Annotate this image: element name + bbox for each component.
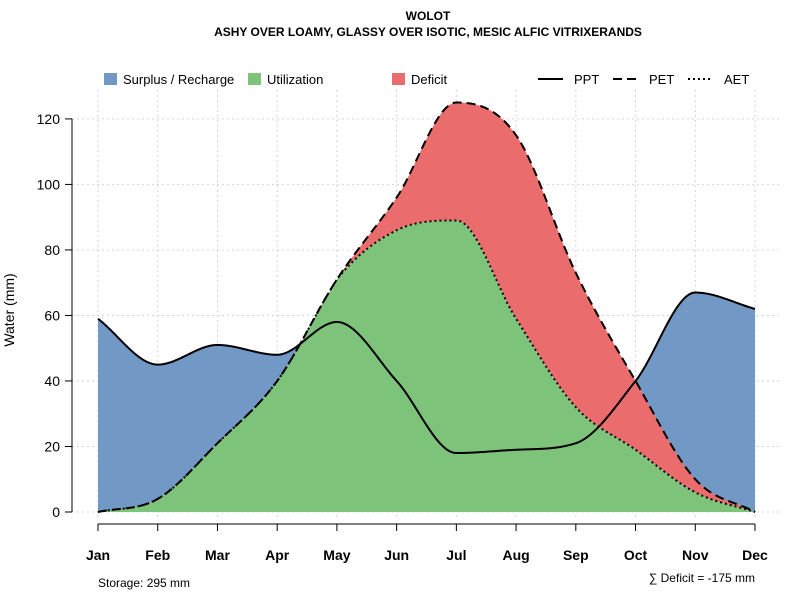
series-lines	[97, 101, 756, 513]
ppt-line	[97, 291, 756, 455]
y-axis-label: Water (mm)	[1, 273, 17, 346]
chart-subtitle: ASHY OVER LOAMY, GLASSY OVER ISOTIC, MES…	[214, 25, 642, 39]
legend-item: Deficit	[392, 72, 448, 87]
x-tick-label: Mar	[205, 547, 230, 563]
legend-swatch	[248, 73, 261, 85]
legend-label: PET	[649, 72, 674, 87]
area-fills	[98, 102, 755, 513]
y-tick-label: 60	[44, 307, 60, 323]
axes: 0 20 40 60 80 100 120 Jan Feb Mar Apr May Jun Jul Aug S…	[37, 111, 768, 563]
deficit-annotation: ∑ Deficit = -175 mm	[649, 571, 755, 585]
legend-item: Utilization	[248, 72, 323, 87]
x-tick-label: Aug	[502, 547, 529, 563]
y-tick-label: 120	[37, 111, 61, 127]
x-tick-label: Nov	[682, 547, 709, 563]
pet-line	[97, 101, 756, 513]
deficit-area	[98, 102, 755, 513]
y-tick-label: 20	[44, 438, 60, 454]
legend-item: PPT	[538, 72, 599, 87]
legend-label: Surplus / Recharge	[123, 72, 234, 87]
storage-annotation: Storage: 295 mm	[98, 576, 190, 590]
legend-label: PPT	[574, 72, 599, 87]
chart-title: WOLOT	[406, 9, 451, 23]
y-tick-label: 40	[44, 373, 60, 389]
legend-label: Utilization	[267, 72, 323, 87]
x-tick-label: Jul	[446, 547, 466, 563]
x-tick-label: May	[323, 547, 350, 563]
legend-item: PET	[613, 72, 674, 87]
x-tick-label: Jun	[384, 547, 409, 563]
y-tick-label: 100	[37, 176, 61, 192]
x-tick-label: Dec	[742, 547, 768, 563]
legend-item: AET	[688, 72, 749, 87]
x-tick-label: Apr	[265, 547, 290, 563]
legend: Surplus / Recharge Utilization Deficit PPT P…	[104, 72, 749, 87]
utilization-area	[98, 220, 755, 512]
legend-label: AET	[724, 72, 749, 87]
y-tick-label: 0	[52, 504, 60, 520]
legend-item: Surplus / Recharge	[104, 72, 234, 87]
x-tick-label: Oct	[624, 547, 648, 563]
legend-label: Deficit	[411, 72, 448, 87]
legend-swatch	[392, 73, 405, 85]
x-tick-label: Feb	[145, 547, 170, 563]
y-tick-label: 80	[44, 242, 60, 258]
x-tick-label: Sep	[563, 547, 589, 563]
x-tick-label: Jan	[86, 547, 110, 563]
legend-swatch	[104, 73, 117, 85]
